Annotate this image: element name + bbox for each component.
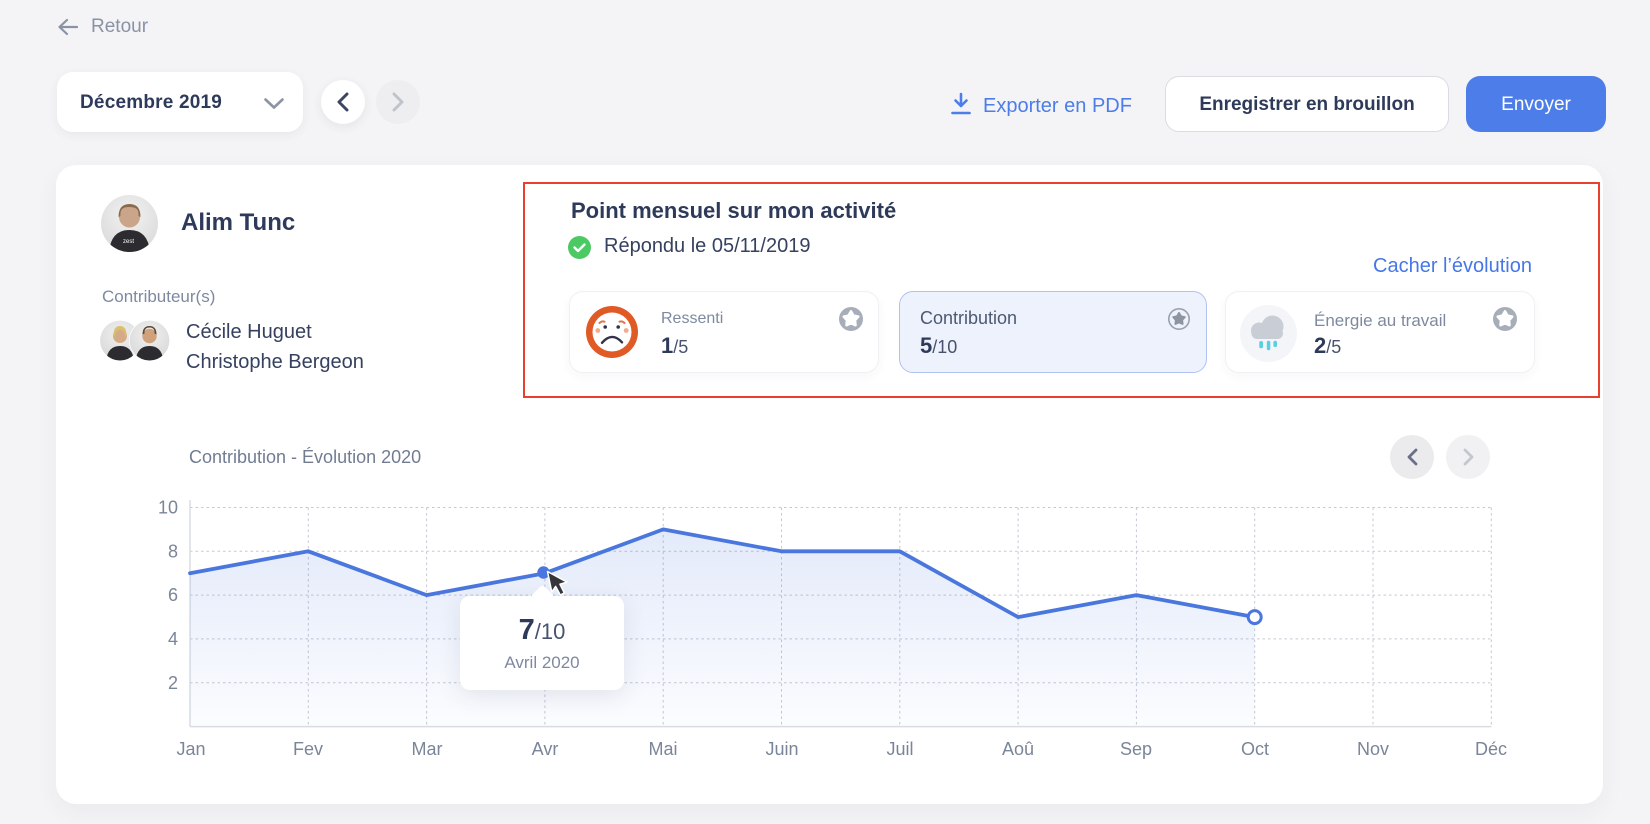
svg-text:zest: zest <box>123 239 134 245</box>
svg-text:Nov: Nov <box>1357 739 1389 759</box>
svg-text:4: 4 <box>168 629 178 649</box>
svg-text:Oct: Oct <box>1241 739 1269 759</box>
svg-text:6: 6 <box>168 585 178 605</box>
svg-text:Sep: Sep <box>1120 739 1152 759</box>
svg-text:Mai: Mai <box>648 739 677 759</box>
svg-text:Avr: Avr <box>532 739 559 759</box>
svg-text:Fev: Fev <box>293 739 323 759</box>
svg-text:Déc: Déc <box>1475 739 1507 759</box>
svg-text:Mar: Mar <box>412 739 443 759</box>
svg-text:8: 8 <box>168 542 178 562</box>
svg-text:Jan: Jan <box>176 739 205 759</box>
svg-text:Juil: Juil <box>886 739 913 759</box>
svg-text:Juin: Juin <box>765 739 798 759</box>
svg-text:Aoû: Aoû <box>1002 739 1034 759</box>
svg-text:2: 2 <box>168 673 178 693</box>
svg-text:10: 10 <box>158 498 178 518</box>
